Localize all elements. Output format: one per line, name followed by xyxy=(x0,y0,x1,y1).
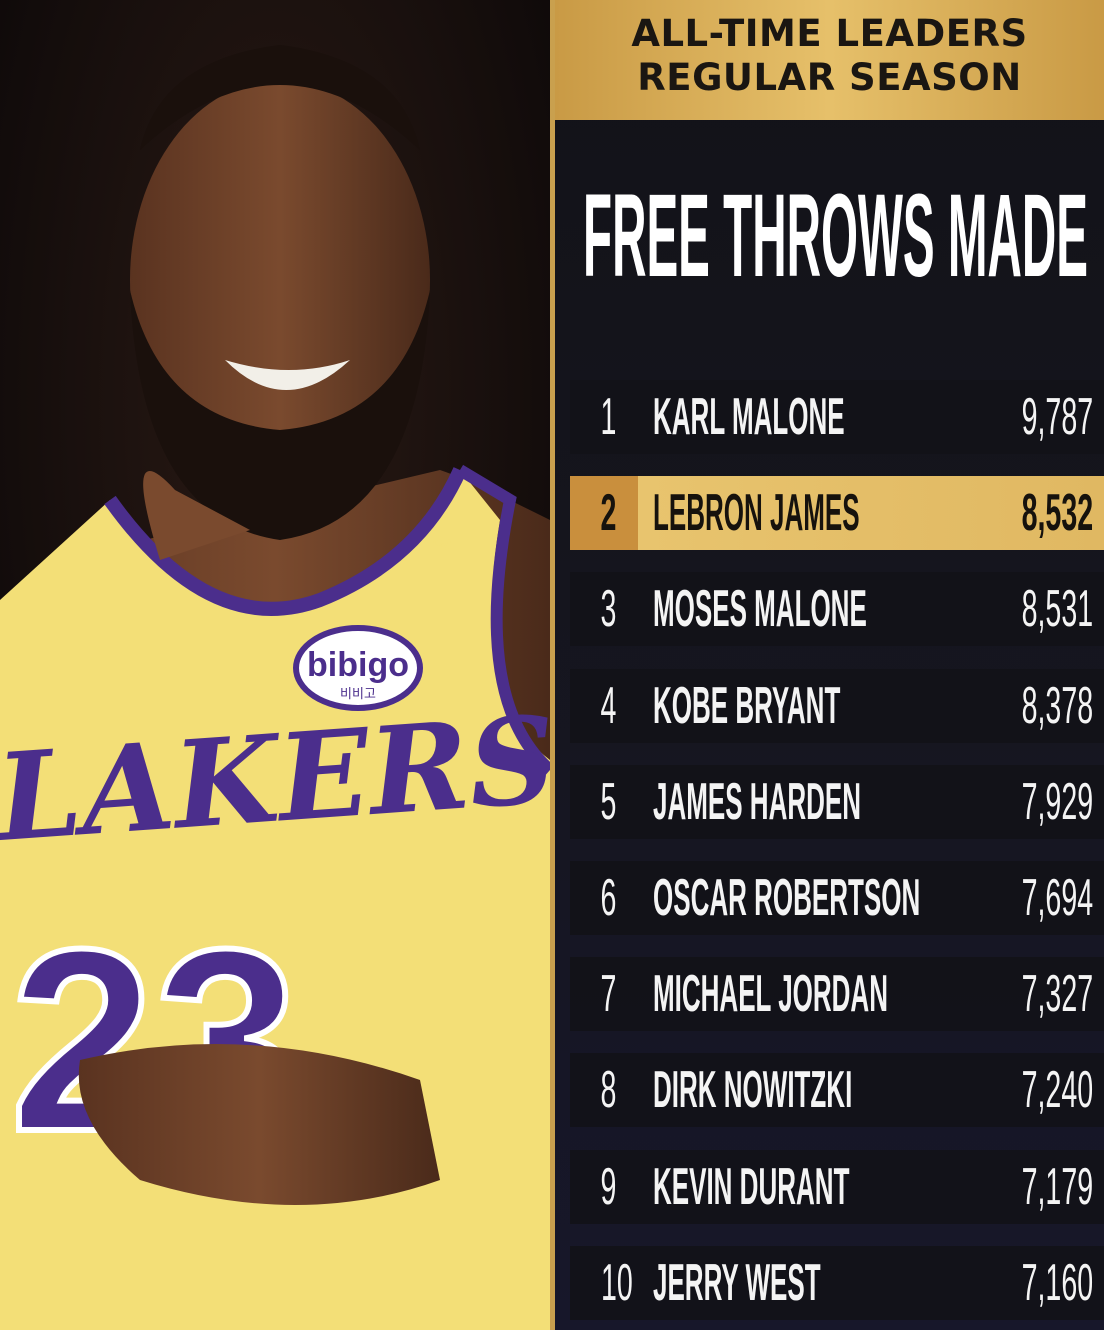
rank: 8 xyxy=(588,1053,628,1127)
free-throws-value: 7,160 xyxy=(963,1246,1093,1320)
rank-text: 10 xyxy=(601,1253,633,1312)
value-text: 8,531 xyxy=(1021,580,1093,639)
free-throws-value: 8,532 xyxy=(963,476,1093,550)
rank-text: 8 xyxy=(600,1061,616,1120)
leader-row: 10 JERRY WEST 7,160 xyxy=(570,1245,1104,1320)
leader-row: 3 MOSES MALONE 8,531 xyxy=(570,572,1104,647)
player-name: MOSES MALONE xyxy=(653,572,1081,646)
value-text: 7,929 xyxy=(1021,772,1093,831)
player-name-text: MOSES MALONE xyxy=(653,580,867,639)
player-name: KOBE BRYANT xyxy=(653,669,1028,743)
leader-row: 9 KEVIN DURANT 7,179 xyxy=(570,1149,1104,1224)
player-name: DIRK NOWITZKI xyxy=(653,1053,1052,1127)
title: FREE THROWS MADE xyxy=(583,180,1088,290)
head xyxy=(130,80,430,480)
free-throws-value: 7,929 xyxy=(963,765,1093,839)
player-name-text: DIRK NOWITZKI xyxy=(653,1061,853,1120)
player-name-text: MICHAEL JORDAN xyxy=(653,965,888,1024)
player-photo: LAKERS 23 bibigo 비비고 44 xyxy=(0,0,550,1330)
value-text: 7,160 xyxy=(1021,1253,1093,1312)
free-throws-value: 9,787 xyxy=(963,380,1093,454)
page-title: FREE THROWS MADE xyxy=(583,180,1088,290)
leader-row: 4 KOBE BRYANT 8,378 xyxy=(570,668,1104,743)
rank-text: 7 xyxy=(600,965,616,1024)
value-text: 7,327 xyxy=(1021,965,1093,1024)
player-name: OSCAR ROBERTSON xyxy=(653,861,1104,935)
value-text: 8,532 xyxy=(1021,484,1093,543)
free-throws-value: 7,240 xyxy=(963,1053,1093,1127)
rank: 1 xyxy=(588,380,628,454)
rank-text: 3 xyxy=(600,580,616,639)
player-name-text: KARL MALONE xyxy=(653,388,845,446)
free-throws-value: 7,327 xyxy=(963,957,1093,1031)
player-name-text: JERRY WEST xyxy=(653,1253,821,1312)
rank-text: 6 xyxy=(600,869,616,927)
leader-row: 2 LEBRON JAMES 8,532 xyxy=(570,476,1104,551)
rank-text: 1 xyxy=(600,388,616,446)
free-throws-value: 8,531 xyxy=(963,572,1093,646)
rank: 6 xyxy=(588,861,628,935)
rank: 7 xyxy=(588,957,628,1031)
rank-text: 2 xyxy=(600,484,616,543)
header-band: ALL-TIME LEADERS REGULAR SEASON xyxy=(555,0,1104,120)
player-name-text: JAMES HARDEN xyxy=(653,772,862,831)
beard xyxy=(130,290,430,540)
leaders-panel: ALL-TIME LEADERS REGULAR SEASON FREE THR… xyxy=(550,0,1104,1330)
player-name: JAMES HARDEN xyxy=(653,765,1069,839)
value-text: 9,787 xyxy=(1021,388,1093,446)
sponsor-sub: 비비고 xyxy=(340,687,376,702)
rank-text: 5 xyxy=(600,772,616,831)
leader-row: 5 JAMES HARDEN 7,929 xyxy=(570,764,1104,839)
header-line-2: REGULAR SEASON xyxy=(637,56,1022,99)
player-name-text: KEVIN DURANT xyxy=(653,1157,850,1216)
leader-row: 7 MICHAEL JORDAN 7,327 xyxy=(570,957,1104,1032)
player-name-text: LEBRON JAMES xyxy=(653,484,860,543)
strap-number: 44 xyxy=(431,533,454,555)
player-name: MICHAEL JORDAN xyxy=(653,957,1104,1031)
free-throws-value: 7,694 xyxy=(963,861,1093,935)
player-name: JERRY WEST xyxy=(653,1246,988,1320)
player-name: LEBRON JAMES xyxy=(653,476,1066,550)
rank: 3 xyxy=(588,572,628,646)
player-name-text: OSCAR ROBERTSON xyxy=(653,869,921,927)
player-name-text: KOBE BRYANT xyxy=(653,676,841,735)
player-name: KEVIN DURANT xyxy=(653,1150,1046,1224)
free-throws-value: 8,378 xyxy=(963,669,1093,743)
rank: 5 xyxy=(588,765,628,839)
value-text: 7,179 xyxy=(1021,1157,1093,1216)
rank-text: 4 xyxy=(600,676,616,735)
hand xyxy=(78,1044,440,1205)
value-text: 7,694 xyxy=(1021,869,1093,927)
rank-text: 9 xyxy=(600,1157,616,1216)
sponsor-logo: bibigo xyxy=(307,646,409,684)
leader-row: 1 KARL MALONE 9,787 xyxy=(570,380,1104,454)
rank: 4 xyxy=(588,669,628,743)
value-text: 8,378 xyxy=(1021,676,1093,735)
rank: 2 xyxy=(588,476,628,550)
player-name: KARL MALONE xyxy=(653,380,1036,454)
header-line-1: ALL-TIME LEADERS xyxy=(631,12,1028,55)
rank: 10 xyxy=(588,1246,633,1320)
leader-row: 6 OSCAR ROBERTSON 7,694 xyxy=(570,861,1104,935)
rank: 9 xyxy=(588,1150,628,1224)
free-throws-value: 7,179 xyxy=(963,1150,1093,1224)
value-text: 7,240 xyxy=(1021,1061,1093,1120)
leader-row: 8 DIRK NOWITZKI 7,240 xyxy=(570,1053,1104,1128)
